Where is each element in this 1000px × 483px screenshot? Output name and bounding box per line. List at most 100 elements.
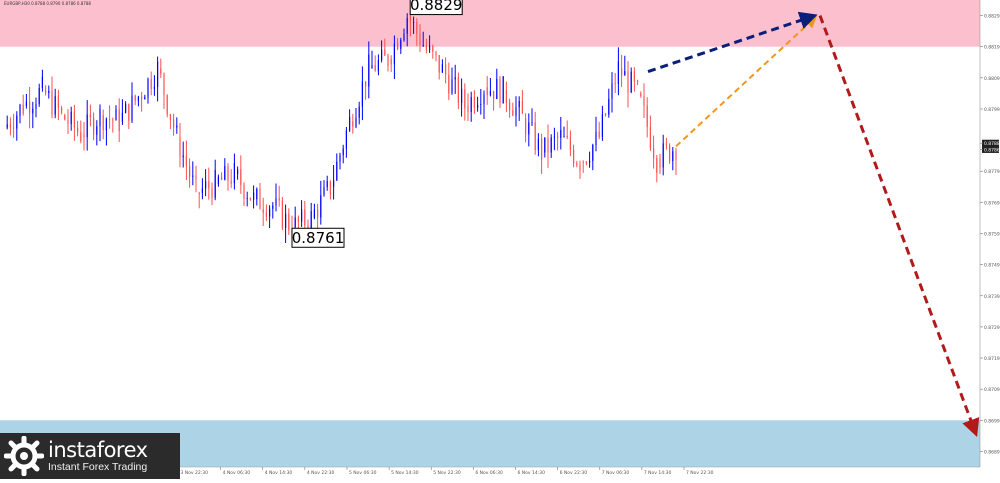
candle-body bbox=[515, 107, 517, 116]
candle-body bbox=[329, 181, 331, 194]
price-annotation-label: 0.8829 bbox=[410, 0, 463, 14]
candle-body bbox=[211, 188, 213, 198]
candle-body bbox=[301, 209, 303, 222]
candle-body bbox=[22, 105, 24, 114]
candle-body bbox=[281, 200, 283, 228]
candle-body bbox=[96, 126, 98, 135]
candle-body bbox=[339, 155, 341, 162]
candle-body bbox=[355, 117, 357, 127]
candle-body bbox=[403, 33, 405, 41]
price-tick-label: 0.8689 bbox=[984, 449, 1000, 455]
candle-body bbox=[451, 79, 453, 94]
candle-body bbox=[432, 46, 434, 52]
candle-body bbox=[534, 122, 536, 151]
candle-body bbox=[521, 101, 523, 114]
candle-body bbox=[646, 105, 648, 127]
candle-body bbox=[576, 163, 578, 165]
candle-body bbox=[160, 68, 162, 74]
time-tick-label: 6 Nov 14:30 bbox=[518, 470, 546, 476]
candle-body bbox=[265, 212, 267, 217]
candle-body bbox=[550, 137, 552, 153]
candle-body bbox=[672, 151, 674, 162]
candle-body bbox=[397, 43, 399, 49]
candle-body bbox=[605, 114, 607, 115]
candle-body bbox=[233, 162, 235, 184]
candle-body bbox=[342, 148, 344, 156]
candle-body bbox=[345, 130, 347, 149]
candle-body bbox=[531, 122, 533, 124]
price-tick-label: 0.8809 bbox=[984, 76, 1000, 82]
candle-body bbox=[505, 90, 507, 103]
candle-body bbox=[253, 192, 255, 200]
price-tick-label: 0.8699 bbox=[984, 418, 1000, 424]
candle-body bbox=[589, 160, 591, 163]
candle-body bbox=[624, 71, 626, 76]
candle-body bbox=[89, 114, 91, 118]
candle-body bbox=[601, 114, 603, 137]
candle-body bbox=[144, 97, 146, 100]
candle-body bbox=[371, 64, 373, 69]
candle-body bbox=[243, 184, 245, 199]
price-tick-label: 0.8779 bbox=[984, 169, 1000, 175]
candle-body bbox=[35, 104, 37, 109]
candle-body bbox=[454, 77, 456, 80]
candle-body bbox=[259, 189, 261, 210]
candle-body bbox=[413, 22, 415, 23]
price-tick-label: 0.8759 bbox=[984, 232, 1000, 238]
candle-body bbox=[499, 78, 501, 104]
candle-body bbox=[582, 161, 584, 163]
logo-icon bbox=[4, 436, 44, 476]
candle-body bbox=[176, 125, 178, 128]
candle-body bbox=[473, 97, 475, 108]
candle-body bbox=[99, 108, 101, 127]
candle-body bbox=[125, 103, 127, 113]
candle-body bbox=[115, 109, 117, 121]
candle-body bbox=[429, 46, 431, 50]
candle-body bbox=[67, 119, 69, 124]
candle-body bbox=[137, 96, 139, 101]
candle-body bbox=[275, 198, 277, 206]
candle-body bbox=[169, 114, 171, 120]
time-tick-label: 4 Nov 06:30 bbox=[223, 470, 251, 476]
candle-body bbox=[269, 208, 271, 217]
candle-body bbox=[93, 117, 95, 135]
candle-body bbox=[528, 122, 530, 135]
candle-body bbox=[461, 89, 463, 104]
candle-body bbox=[422, 45, 424, 47]
candle-body bbox=[365, 81, 367, 87]
candle-body bbox=[643, 95, 645, 106]
candle-body bbox=[246, 197, 248, 199]
candle-body bbox=[41, 76, 43, 89]
candle-body bbox=[323, 186, 325, 196]
candle-body bbox=[57, 96, 59, 109]
candle-body bbox=[32, 108, 34, 114]
instaforex-logo: instaforex Instant Forex Trading bbox=[0, 433, 180, 479]
candle-body bbox=[445, 64, 447, 75]
forecast-arrow-up bbox=[647, 11, 818, 74]
candle-body bbox=[86, 114, 88, 138]
candle-body bbox=[659, 158, 661, 168]
candle-body bbox=[285, 213, 287, 228]
candle-body bbox=[112, 119, 114, 121]
price-tick-label: 0.8729 bbox=[984, 325, 1000, 331]
time-tick-label: 4 Nov 22:30 bbox=[307, 470, 335, 476]
candle-body bbox=[317, 209, 319, 218]
candle-body bbox=[349, 116, 351, 131]
candle-body bbox=[669, 145, 671, 162]
candle-body bbox=[483, 94, 485, 105]
candle-body bbox=[435, 51, 437, 56]
candle-body bbox=[438, 55, 440, 73]
candle-body bbox=[640, 93, 642, 96]
candle-body bbox=[608, 98, 610, 115]
candle-body bbox=[525, 118, 527, 135]
candle-body bbox=[153, 86, 155, 89]
time-tick-label: 5 Nov 14:30 bbox=[391, 470, 419, 476]
logo-name: instaforex bbox=[48, 438, 148, 463]
candle-body bbox=[70, 111, 72, 124]
candle-body bbox=[656, 158, 658, 173]
time-tick-label: 5 Nov 06:30 bbox=[349, 470, 377, 476]
price-annotation-box bbox=[291, 227, 345, 248]
candle-body bbox=[105, 118, 107, 131]
